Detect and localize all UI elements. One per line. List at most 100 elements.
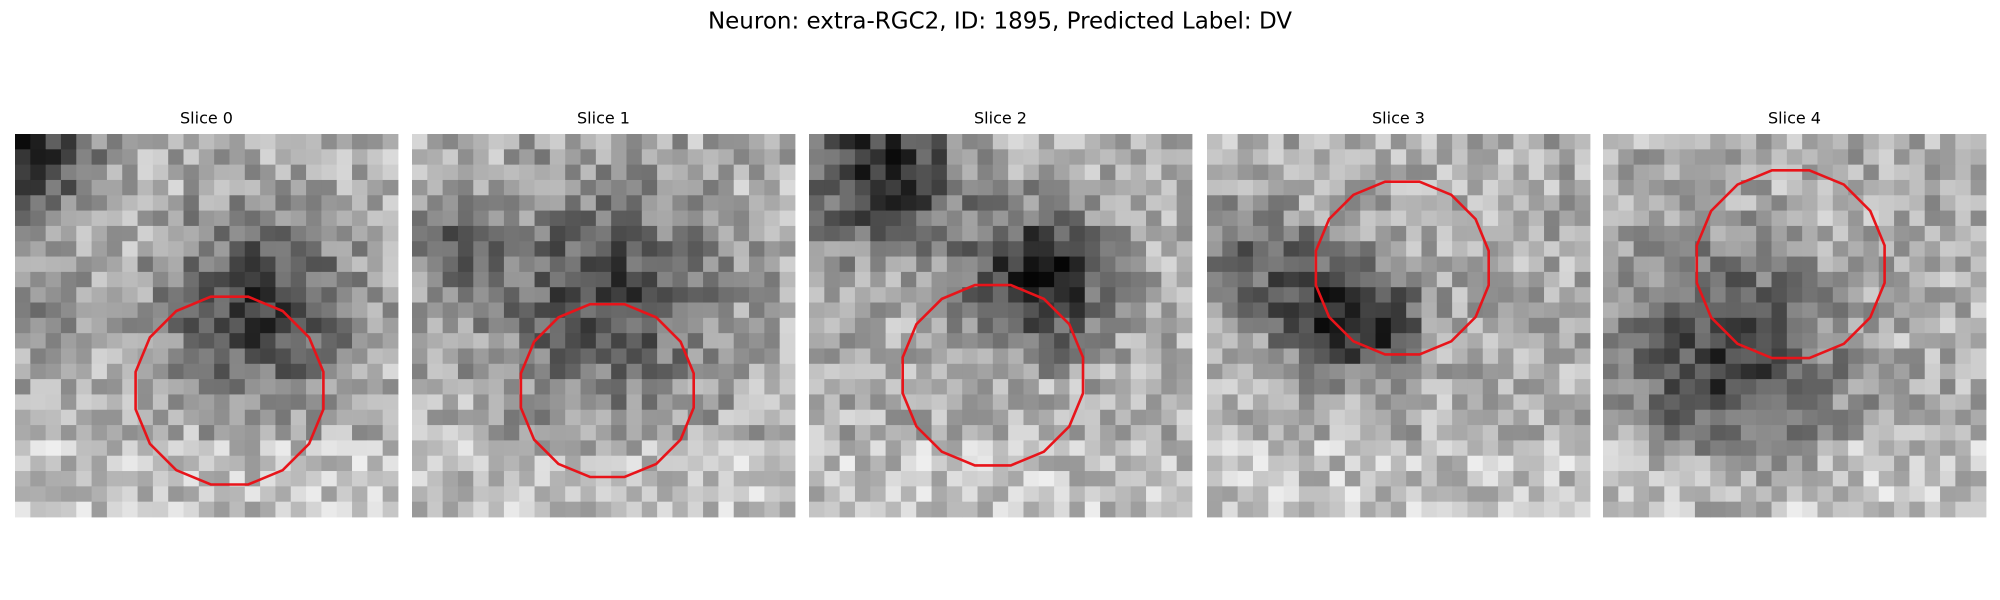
pixel: [1909, 348, 1926, 365]
pixel: [198, 363, 215, 380]
pixel: [1740, 256, 1757, 273]
pixel: [1314, 317, 1330, 334]
pixel: [900, 164, 917, 181]
pixel: [1421, 363, 1438, 380]
pixel: [1710, 425, 1726, 441]
pixel: [657, 425, 673, 441]
pixel: [1603, 134, 1619, 150]
pixel: [1252, 379, 1269, 395]
pixel: [382, 287, 399, 303]
pixel: [30, 379, 47, 395]
pixel: [580, 225, 597, 242]
pixel: [854, 471, 871, 487]
pixel: [1679, 302, 1696, 319]
pixel: [641, 317, 658, 334]
pixel: [1786, 302, 1803, 319]
pixel: [382, 149, 399, 166]
pixel: [824, 363, 841, 380]
pixel: [1421, 256, 1438, 273]
pixel: [885, 317, 902, 334]
pixel: [1618, 149, 1635, 166]
pixel: [30, 287, 47, 303]
pixel: [106, 210, 123, 227]
pixel: [1559, 134, 1576, 150]
pixel: [1802, 394, 1818, 411]
pixel: [1756, 149, 1772, 166]
pixel: [824, 409, 841, 426]
pixel: [1618, 394, 1635, 411]
pixel: [290, 302, 307, 319]
pixel: [488, 210, 505, 227]
pixel: [1955, 210, 1972, 227]
pixel: [854, 394, 871, 411]
pixel: [779, 164, 796, 181]
pixel: [626, 394, 643, 411]
pixel: [1909, 501, 1926, 518]
pixel: [1375, 379, 1392, 395]
pixel: [1314, 471, 1330, 487]
pixel: [931, 409, 948, 426]
pixel: [1023, 333, 1040, 349]
pixel: [45, 164, 62, 181]
pixel: [306, 195, 322, 211]
pixel: [503, 210, 520, 227]
pixel: [870, 348, 886, 365]
pixel: [1115, 455, 1132, 472]
pixel: [1513, 501, 1530, 518]
pixel: [1100, 179, 1116, 196]
pixel: [946, 210, 963, 227]
pixel: [275, 455, 292, 472]
pixel: [824, 225, 841, 242]
pixel: [1038, 425, 1055, 441]
pixel: [275, 149, 292, 166]
pixel: [1237, 425, 1254, 441]
pixel: [76, 302, 92, 319]
pixel: [1710, 333, 1726, 349]
pixel: [1161, 394, 1178, 411]
pixel: [1513, 134, 1530, 150]
pixel: [885, 333, 902, 349]
pixel: [962, 501, 978, 518]
pixel: [824, 455, 841, 472]
pixel: [106, 379, 123, 395]
pixel: [45, 333, 62, 349]
pixel: [1498, 210, 1514, 227]
pixel: [1863, 333, 1880, 349]
pixel: [839, 440, 856, 457]
pixel: [198, 440, 215, 457]
pixel: [1756, 287, 1772, 303]
pixel: [183, 348, 200, 365]
pixel: [1894, 317, 1910, 334]
pixel: [1710, 363, 1726, 380]
pixel: [198, 134, 215, 150]
pixel: [839, 348, 856, 365]
pixel: [457, 317, 474, 334]
pixel: [1146, 302, 1162, 319]
pixel: [152, 179, 169, 196]
pixel: [1633, 164, 1650, 181]
pixel: [503, 149, 520, 166]
pixel: [549, 501, 566, 518]
pixel: [427, 425, 444, 441]
pixel: [611, 425, 627, 441]
pixel: [703, 317, 719, 334]
pixel: [733, 333, 750, 349]
pixel: [382, 241, 399, 257]
pixel: [412, 256, 428, 273]
pixel: [611, 134, 627, 150]
pixel: [321, 333, 338, 349]
pixel: [1648, 317, 1665, 334]
pixel: [519, 486, 535, 503]
pixel: [503, 501, 520, 518]
pixel: [1909, 179, 1926, 196]
pixel: [427, 409, 444, 426]
pixel: [1207, 363, 1223, 380]
pixel: [1222, 409, 1239, 426]
pixel: [1679, 195, 1696, 211]
pixel: [931, 134, 948, 150]
pixel: [1970, 333, 1987, 349]
pixel: [1130, 333, 1147, 349]
pixel: [1559, 225, 1576, 242]
pixel: [1740, 287, 1757, 303]
pixel: [1436, 440, 1453, 457]
